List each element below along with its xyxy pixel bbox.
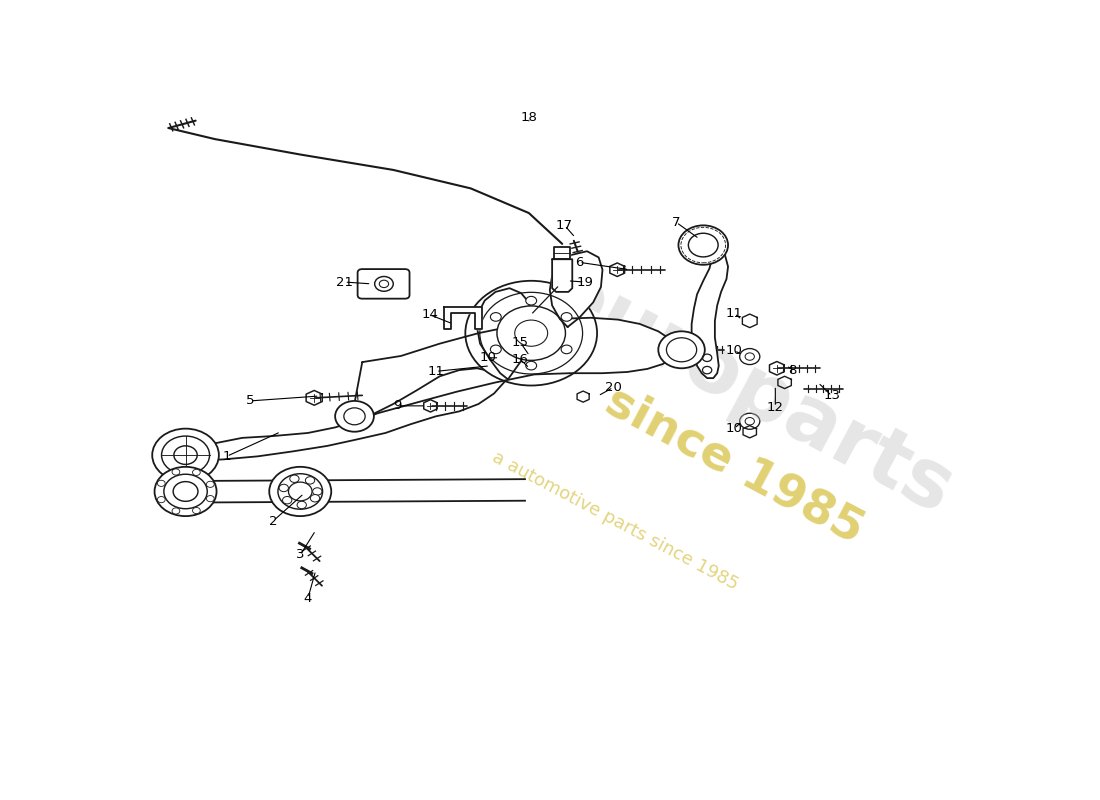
Circle shape	[526, 362, 537, 370]
Text: 6: 6	[575, 256, 583, 269]
Circle shape	[312, 488, 322, 495]
Text: 11: 11	[428, 365, 444, 378]
Text: 15: 15	[512, 336, 529, 349]
Circle shape	[288, 482, 312, 501]
Circle shape	[679, 226, 728, 265]
Text: 18: 18	[520, 111, 537, 124]
Polygon shape	[554, 247, 570, 259]
Circle shape	[207, 495, 215, 502]
Circle shape	[465, 281, 597, 386]
Polygon shape	[692, 242, 728, 378]
Circle shape	[515, 320, 548, 346]
Text: 4: 4	[304, 591, 312, 605]
Circle shape	[172, 469, 179, 475]
Text: 12: 12	[767, 401, 784, 414]
Polygon shape	[550, 251, 603, 327]
Circle shape	[172, 508, 179, 514]
Text: 16: 16	[512, 353, 529, 366]
Circle shape	[279, 484, 288, 492]
Polygon shape	[552, 259, 572, 292]
Circle shape	[289, 475, 299, 482]
Circle shape	[336, 401, 374, 432]
Circle shape	[157, 497, 165, 502]
Polygon shape	[353, 318, 680, 422]
Text: europarts: europarts	[537, 253, 966, 530]
Circle shape	[192, 507, 200, 514]
Text: 17: 17	[556, 219, 573, 232]
Text: 20: 20	[605, 381, 621, 394]
Circle shape	[192, 470, 200, 475]
Circle shape	[379, 280, 388, 287]
Text: 11: 11	[726, 307, 742, 320]
Circle shape	[154, 467, 217, 516]
Polygon shape	[477, 288, 531, 379]
Text: 19: 19	[576, 275, 593, 289]
Circle shape	[207, 482, 215, 487]
Text: since 1985: since 1985	[597, 378, 871, 553]
Text: 7: 7	[672, 216, 681, 229]
Circle shape	[491, 345, 502, 354]
Circle shape	[310, 494, 320, 502]
Circle shape	[375, 277, 394, 291]
Circle shape	[561, 313, 572, 322]
Polygon shape	[168, 368, 506, 461]
Text: 1: 1	[222, 450, 231, 463]
Circle shape	[283, 497, 292, 504]
Polygon shape	[188, 479, 525, 502]
Polygon shape	[443, 307, 483, 329]
Text: 13: 13	[824, 390, 840, 402]
Circle shape	[173, 482, 198, 502]
Text: 10: 10	[726, 422, 742, 435]
Circle shape	[497, 306, 565, 360]
Text: 3: 3	[296, 549, 305, 562]
Circle shape	[526, 296, 537, 305]
Text: 8: 8	[789, 364, 796, 377]
Text: 5: 5	[245, 394, 254, 407]
Text: a automotive parts since 1985: a automotive parts since 1985	[488, 448, 741, 594]
Text: 2: 2	[268, 514, 277, 527]
Text: 14: 14	[421, 308, 438, 321]
Ellipse shape	[173, 480, 198, 503]
Circle shape	[152, 429, 219, 482]
Circle shape	[157, 480, 165, 486]
Circle shape	[658, 331, 705, 368]
Text: 21: 21	[336, 275, 353, 289]
Text: 10: 10	[726, 344, 742, 357]
FancyBboxPatch shape	[358, 269, 409, 298]
Circle shape	[306, 477, 315, 484]
Circle shape	[561, 345, 572, 354]
Text: 9: 9	[393, 399, 402, 412]
Circle shape	[174, 446, 197, 464]
Text: 10: 10	[480, 351, 496, 364]
Circle shape	[297, 502, 307, 509]
Circle shape	[270, 467, 331, 516]
Circle shape	[491, 313, 502, 322]
